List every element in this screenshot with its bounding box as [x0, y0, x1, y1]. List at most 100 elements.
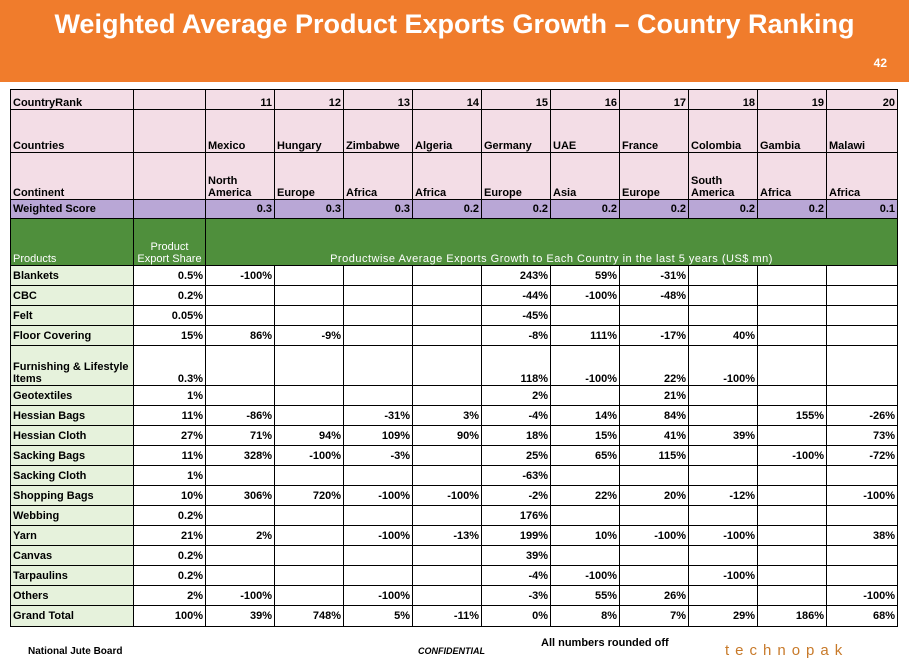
growth-value-cell [205, 505, 275, 526]
growth-value-cell: 0% [481, 605, 551, 627]
growth-value-cell: 39% [205, 605, 275, 627]
score-cell: 0.2 [757, 199, 827, 219]
table-row: Felt 0.05% -45% [10, 305, 898, 326]
growth-value-cell: 20% [619, 485, 689, 506]
growth-value-cell: -44% [481, 285, 551, 306]
growth-value-cell [550, 305, 620, 326]
continent-cell: Asia [550, 152, 620, 200]
growth-value-cell [826, 565, 898, 586]
growth-value-cell [619, 565, 689, 586]
product-share-cell: 27% [133, 425, 206, 446]
growth-value-cell: 40% [688, 325, 758, 346]
product-name-cell: Canvas [10, 545, 134, 566]
growth-value-cell: 748% [274, 605, 344, 627]
growth-value-cell: -4% [481, 565, 551, 586]
score-cell: 0.2 [412, 199, 482, 219]
growth-value-cell: -48% [619, 285, 689, 306]
growth-value-cell [274, 265, 344, 286]
products-label: Products [10, 218, 134, 266]
product-name-cell: Webbing [10, 505, 134, 526]
growth-value-cell [826, 545, 898, 566]
growth-value-cell [205, 545, 275, 566]
growth-value-cell: -3% [481, 585, 551, 606]
growth-value-cell [757, 285, 827, 306]
growth-value-cell: 10% [550, 525, 620, 546]
growth-value-cell [688, 305, 758, 326]
rank-blank-cell [133, 89, 206, 110]
growth-value-cell [688, 585, 758, 606]
continent-cell: Europe [481, 152, 551, 200]
table-row: Blankets 0.5% -100% 243% 59% -31% [10, 265, 898, 286]
growth-value-cell: -100% [205, 585, 275, 606]
grand-total-row: Grand Total 100% 39% 748% 5% -11% 0% 8% 7% 29% 186… [10, 605, 898, 627]
growth-value-cell: 243% [481, 265, 551, 286]
country-cell: Colombia [688, 109, 758, 153]
table-row: Hessian Bags 11% -86% -31% 3% -4% 14% 84% 155% -2… [10, 405, 898, 426]
product-share-cell: 0.05% [133, 305, 206, 326]
growth-value-cell: 26% [619, 585, 689, 606]
growth-value-cell [343, 465, 413, 486]
growth-value-cell [205, 385, 275, 406]
growth-value-cell [688, 405, 758, 426]
growth-value-cell [757, 505, 827, 526]
product-name-cell: Geotextiles [10, 385, 134, 406]
table-row: Canvas 0.2% 39% [10, 545, 898, 566]
growth-value-cell [826, 325, 898, 346]
growth-value-cell [343, 345, 413, 386]
growth-value-cell [757, 385, 827, 406]
score-blank-cell [133, 199, 206, 219]
title-bar: Weighted Average Product Exports Growth … [0, 0, 909, 82]
country-cell: Hungary [274, 109, 344, 153]
growth-value-cell [274, 585, 344, 606]
growth-value-cell: 2% [481, 385, 551, 406]
score-cell: 0.3 [274, 199, 344, 219]
growth-value-cell: 22% [550, 485, 620, 506]
score-cell: 0.2 [481, 199, 551, 219]
growth-value-cell: -63% [481, 465, 551, 486]
rank-cell: 20 [826, 89, 898, 110]
growth-value-cell: -8% [481, 325, 551, 346]
product-name-cell: Hessian Bags [10, 405, 134, 426]
ranking-table-container: CountryRank 11 12 13 14 15 16 17 18 19 2… [10, 89, 898, 627]
continent-blank-cell [133, 152, 206, 200]
growth-value-cell [205, 565, 275, 586]
countries-label: Countries [10, 109, 134, 153]
growth-value-cell [688, 505, 758, 526]
growth-value-cell: -12% [688, 485, 758, 506]
growth-value-cell [343, 565, 413, 586]
rank-cell: 17 [619, 89, 689, 110]
growth-value-cell: -2% [481, 485, 551, 506]
growth-value-cell [343, 385, 413, 406]
growth-value-cell [757, 485, 827, 506]
growth-value-cell: 115% [619, 445, 689, 466]
growth-value-cell [688, 445, 758, 466]
table-row: Yarn 21% 2% -100% -13% 199% 10% -100% -100% 38% [10, 525, 898, 546]
countries-row: Countries Mexico Hungary Zimbabwe Algeri… [10, 109, 898, 153]
growth-value-cell [274, 545, 344, 566]
growth-value-cell [412, 545, 482, 566]
growth-value-cell [205, 465, 275, 486]
product-name-cell: Sacking Cloth [10, 465, 134, 486]
growth-value-cell [274, 385, 344, 406]
growth-value-cell [757, 565, 827, 586]
product-name-cell: Shopping Bags [10, 485, 134, 506]
rank-cell: 14 [412, 89, 482, 110]
growth-value-cell: 2% [205, 525, 275, 546]
growth-value-cell [826, 345, 898, 386]
growth-value-cell: 118% [481, 345, 551, 386]
growth-value-cell: 39% [481, 545, 551, 566]
country-cell: Malawi [826, 109, 898, 153]
growth-value-cell: 41% [619, 425, 689, 446]
product-share-cell: 0.5% [133, 265, 206, 286]
growth-value-cell: -100% [343, 485, 413, 506]
product-share-cell: 0.3% [133, 345, 206, 386]
product-share-cell: 100% [133, 605, 206, 627]
rank-cell: 18 [688, 89, 758, 110]
page-number: 42 [873, 56, 887, 70]
growth-value-cell [826, 305, 898, 326]
growth-value-cell: 59% [550, 265, 620, 286]
growth-value-cell: 15% [550, 425, 620, 446]
growth-value-cell: -13% [412, 525, 482, 546]
growth-span-label: Productwise Average Exports Growth to Ea… [205, 218, 898, 266]
table-row: Tarpaulins 0.2% -4% -100% -100% [10, 565, 898, 586]
